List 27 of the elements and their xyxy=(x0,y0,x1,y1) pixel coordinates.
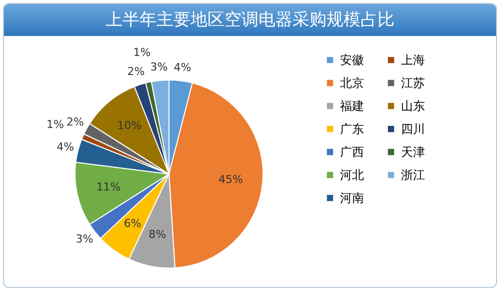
data-label: 2% xyxy=(127,65,145,78)
legend-label: 山东 xyxy=(401,99,425,113)
data-label: 3% xyxy=(150,60,168,74)
data-label: 45% xyxy=(218,172,243,186)
data-label: 11% xyxy=(96,180,121,194)
legend-label: 安徽 xyxy=(340,53,364,68)
data-label: 3% xyxy=(76,232,94,246)
data-label: 1% xyxy=(46,118,64,131)
data-label: 4% xyxy=(174,60,192,74)
legend-label: 广西 xyxy=(340,145,364,159)
data-label: 1% xyxy=(133,46,151,59)
legend-label: 四川 xyxy=(401,122,425,136)
legend-label: 福建 xyxy=(340,99,364,113)
data-label: 4% xyxy=(56,140,74,154)
legend-label: 天津 xyxy=(401,145,425,159)
data-label: 6% xyxy=(124,217,142,230)
legend-label: 河南 xyxy=(340,191,364,205)
chart-title: 上半年主要地区空调电器采购规模占比 xyxy=(4,4,496,36)
legend-label: 河北 xyxy=(340,168,364,182)
legend-label: 江苏 xyxy=(401,76,425,90)
legend-label: 广东 xyxy=(340,122,364,136)
legend-label: 北京 xyxy=(340,76,364,90)
legend-label: 上海 xyxy=(401,53,425,68)
data-label: 10% xyxy=(117,119,142,132)
data-label: 2% xyxy=(66,115,84,128)
data-label: 8% xyxy=(148,228,166,241)
legend-label: 浙江 xyxy=(401,168,425,182)
